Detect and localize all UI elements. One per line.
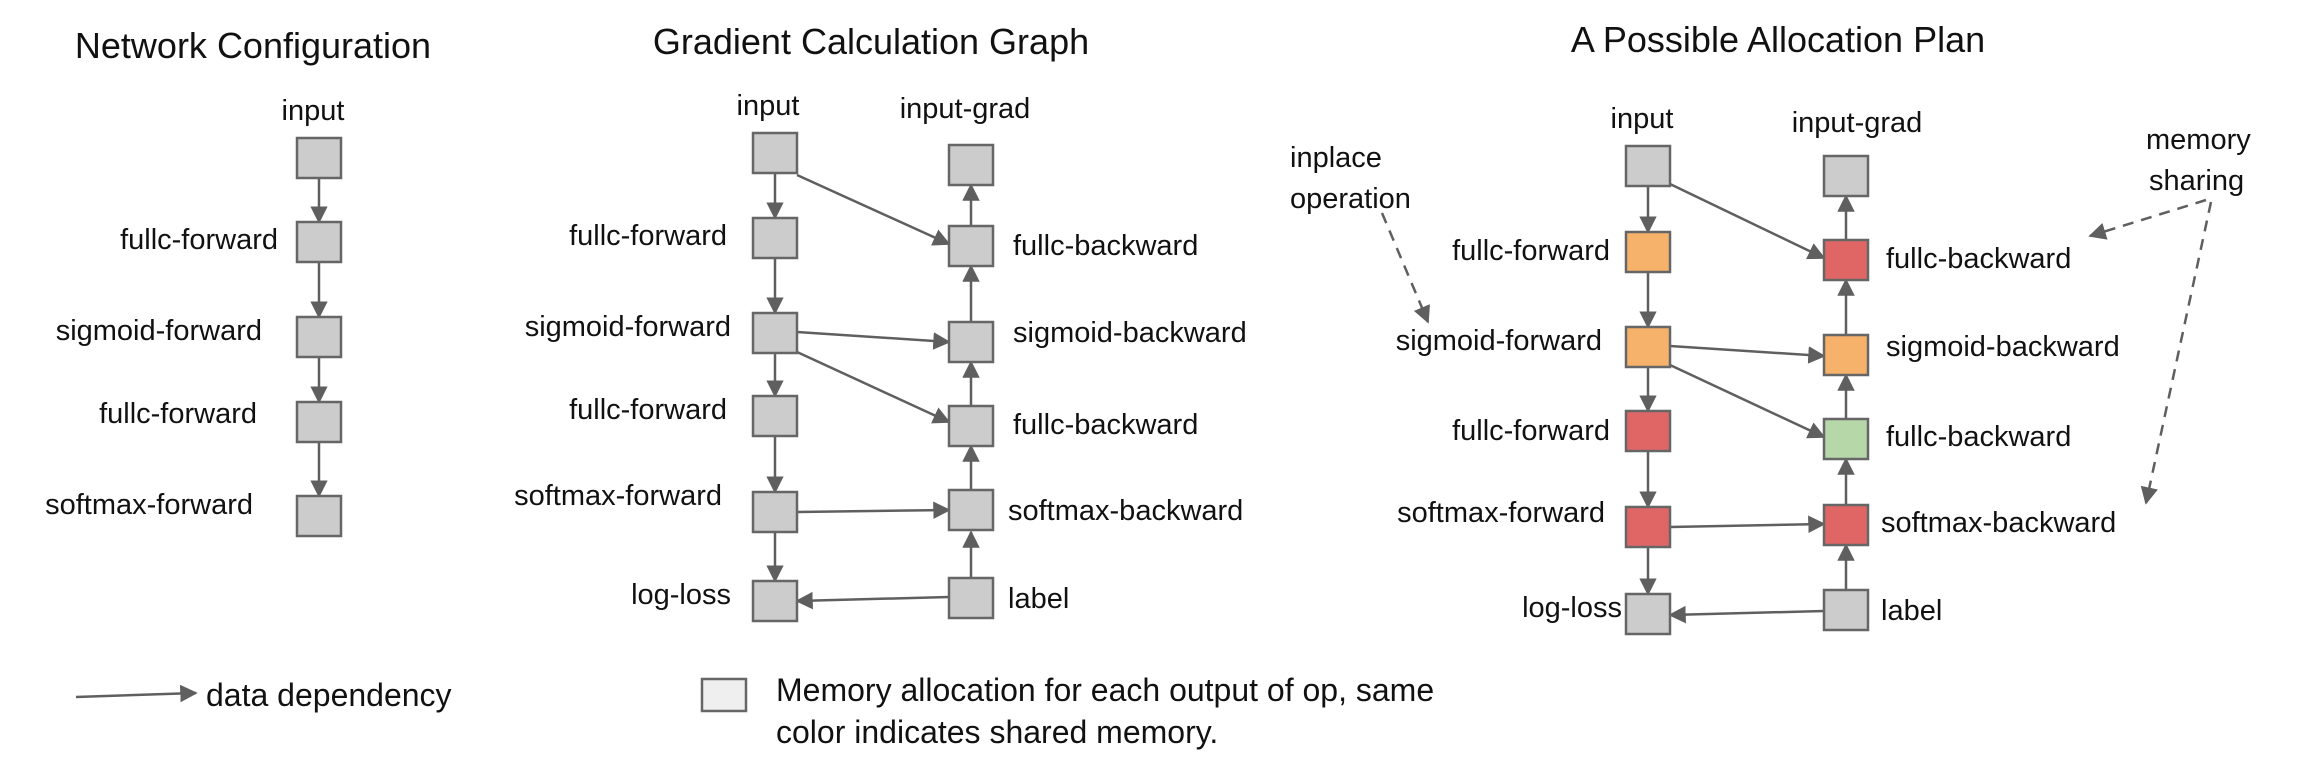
p2-fullc-forward-label: fullc-forward xyxy=(569,220,727,252)
p2-label-label: label xyxy=(1008,583,1069,615)
legend-memory-text-line1: Memory allocation for each output of op,… xyxy=(776,672,1434,708)
inplace-annotation-line2: operation xyxy=(1290,183,1411,215)
p1-fullc-forward-node xyxy=(295,220,343,264)
panel3-labels: input input-grad fullc-forward sigmoid-f… xyxy=(1396,103,2120,627)
p1-fullc-forward-2-node xyxy=(295,400,343,444)
p3-input-label: input xyxy=(1611,103,1674,135)
p2-softmax-forward-label: softmax-forward xyxy=(514,480,722,512)
p2-sigmoid-backward-node xyxy=(947,320,995,364)
edge-p3-input-fcback1 xyxy=(1669,182,1826,260)
memory-sharing-arrow-to-fullc-backward xyxy=(2088,198,2207,240)
p2-fullc-forward-2-node xyxy=(751,394,799,438)
p2-input-node xyxy=(751,131,799,175)
p3-fullc-forward-label: fullc-forward xyxy=(1452,235,1610,267)
p2-fullc-backward-node xyxy=(947,224,995,268)
p3-fullc-forward-2-node xyxy=(1624,409,1672,453)
gradient-calculation-panel: Gradient Calculation Graph xyxy=(514,21,1247,623)
p3-fullc-forward-2-label: fullc-forward xyxy=(1452,415,1610,447)
p1-softmax-forward-node xyxy=(295,494,343,538)
p3-softmax-backward-node xyxy=(1822,503,1870,547)
p3-fullc-forward-node xyxy=(1624,230,1672,274)
p1-input-node xyxy=(295,136,343,180)
edge-p2-sig-fcback2 xyxy=(796,350,951,424)
p2-input-grad-label: input-grad xyxy=(900,93,1031,125)
p3-input-grad-node xyxy=(1822,154,1870,198)
edge-p2-label-logloss xyxy=(795,591,950,610)
edge-p3-softmax-softmaxback xyxy=(1669,515,1826,534)
p1-fullc-forward-label: fullc-forward xyxy=(120,224,278,256)
p3-log-loss-label: log-loss xyxy=(1522,592,1622,624)
inplace-annotation-line1: inplace xyxy=(1290,142,1382,174)
p3-input-grad-label: input-grad xyxy=(1792,107,1923,139)
panel2-labels: input input-grad fullc-forward sigmoid-f… xyxy=(514,90,1247,615)
panel3-nodes xyxy=(1624,144,1870,636)
legend-dependency-arrow xyxy=(75,684,198,703)
p3-softmax-forward-node xyxy=(1624,505,1672,549)
panel2-edges xyxy=(766,173,980,610)
p3-softmax-forward-label: softmax-forward xyxy=(1397,497,1605,529)
p2-sigmoid-backward-label: sigmoid-backward xyxy=(1013,317,1247,349)
p2-sigmoid-forward-node xyxy=(751,311,799,355)
panel2-title: Gradient Calculation Graph xyxy=(653,21,1089,62)
panel2-nodes xyxy=(751,131,995,623)
p3-label-label: label xyxy=(1881,595,1942,627)
memory-sharing-arrow-to-softmax-backward xyxy=(2140,201,2213,505)
edge-p3-label-logloss xyxy=(1668,605,1825,624)
panel1-nodes xyxy=(295,136,343,538)
panel1-labels: input fullc-forward sigmoid-forward full… xyxy=(45,95,344,521)
p1-sigmoid-forward-node xyxy=(295,315,343,359)
allocation-plan-panel: A Possible Allocation Plan xyxy=(1290,19,2251,636)
edge-p3-sig-sigback xyxy=(1669,344,1826,364)
p2-softmax-forward-node xyxy=(751,490,799,534)
p3-input-node xyxy=(1624,144,1672,188)
network-configuration-panel: Network Configuration input fullc-forwar… xyxy=(45,25,431,538)
edge-p2-sig-sigback xyxy=(796,330,951,350)
p2-log-loss-node xyxy=(751,579,799,623)
p1-softmax-forward-label: softmax-forward xyxy=(45,489,253,521)
edge-p3-sig-fcback2 xyxy=(1669,363,1826,439)
p2-sigmoid-forward-label: sigmoid-forward xyxy=(525,311,731,343)
legend-memory-text-line2: color indicates shared memory. xyxy=(776,714,1218,750)
panel3-title: A Possible Allocation Plan xyxy=(1571,19,1985,60)
inplace-pointer-arrow xyxy=(1380,212,1430,324)
p3-softmax-backward-label: softmax-backward xyxy=(1881,507,2116,539)
panel1-title: Network Configuration xyxy=(75,25,431,66)
p1-fullc-forward-2-label: fullc-forward xyxy=(99,398,257,430)
p2-log-loss-label: log-loss xyxy=(631,579,731,611)
p3-sigmoid-forward-node xyxy=(1624,325,1672,369)
legend: data dependency Memory allocation for ea… xyxy=(75,672,1434,750)
p2-softmax-backward-node xyxy=(947,488,995,532)
p3-fullc-backward-node xyxy=(1822,238,1870,282)
legend-dependency-text: data dependency xyxy=(206,677,452,713)
p2-input-grad-node xyxy=(947,143,995,187)
p3-log-loss-node xyxy=(1624,592,1672,636)
p3-label-node xyxy=(1822,588,1870,632)
p2-fullc-forward-node xyxy=(751,216,799,260)
p1-sigmoid-forward-label: sigmoid-forward xyxy=(56,315,262,347)
memory-sharing-annotation-line1: memory xyxy=(2146,124,2251,156)
p3-sigmoid-backward-node xyxy=(1822,333,1870,377)
p3-fullc-backward-2-label: fullc-backward xyxy=(1886,421,2071,453)
p3-sigmoid-forward-label: sigmoid-forward xyxy=(1396,325,1602,357)
p2-fullc-backward-label: fullc-backward xyxy=(1013,230,1198,262)
p2-fullc-forward-2-label: fullc-forward xyxy=(569,394,727,426)
p2-input-label: input xyxy=(737,90,800,122)
panel3-edges xyxy=(1639,182,1855,624)
p2-fullc-backward-2-node xyxy=(947,404,995,448)
memory-sharing-annotation-line2: sharing xyxy=(2149,165,2244,197)
p2-fullc-backward-2-label: fullc-backward xyxy=(1013,409,1198,441)
p3-sigmoid-backward-label: sigmoid-backward xyxy=(1886,331,2120,363)
edge-p2-softmax-softmaxback xyxy=(796,501,951,519)
legend-memory-box xyxy=(700,677,748,713)
panel3-annotations: inplace operation memory sharing xyxy=(1290,124,2251,505)
p2-label-node xyxy=(947,576,995,620)
p3-fullc-backward-label: fullc-backward xyxy=(1886,243,2071,275)
p1-input-label: input xyxy=(282,95,345,127)
p2-softmax-backward-label: softmax-backward xyxy=(1008,495,1243,527)
p3-fullc-backward-2-node xyxy=(1822,417,1870,461)
edge-p2-input-fcback1 xyxy=(796,173,951,246)
